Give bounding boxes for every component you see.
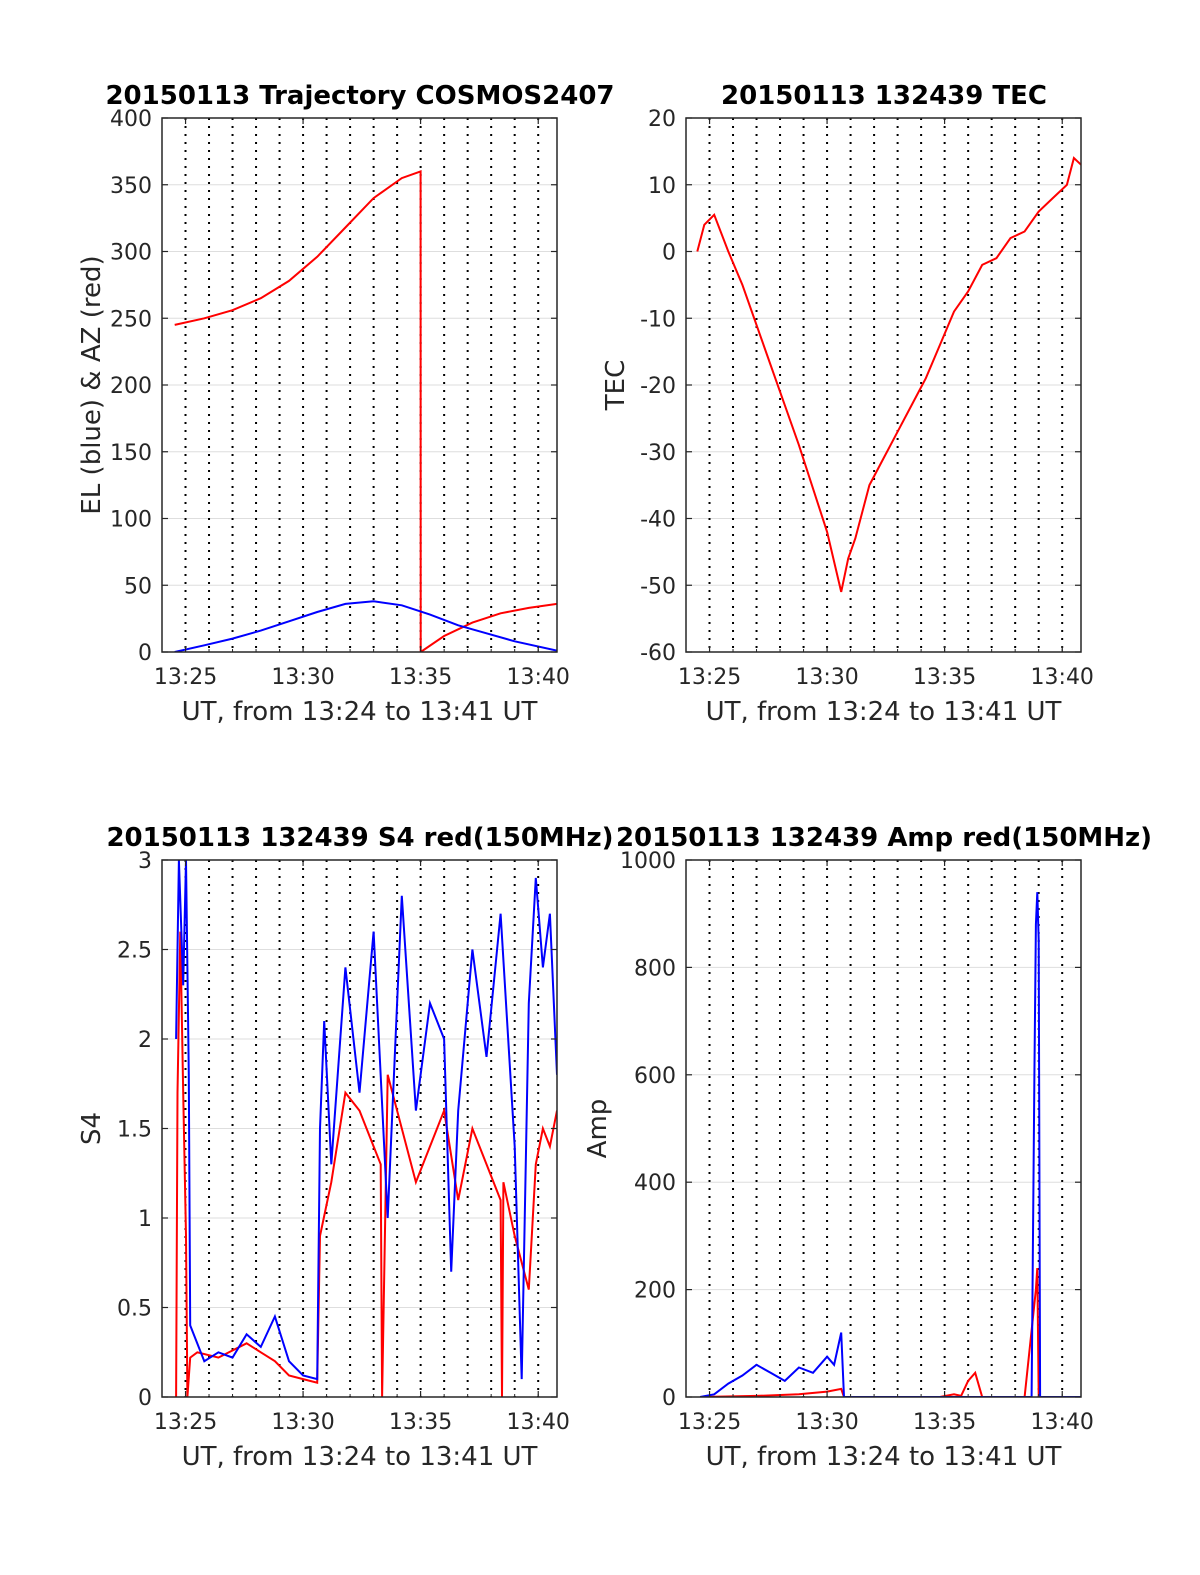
x-tick-label: 13:35 [389, 665, 452, 690]
series-line-2 [175, 860, 557, 1381]
y-tick-label: 800 [634, 956, 676, 981]
series-line-1 [175, 931, 557, 1397]
chart-panel-3: 0 0.5 1 1.5 2 2.5 3 13:25 13:30 13:35 13:40 UT, fro… [77, 823, 614, 1472]
chart-title: 20150113 132439 S4 red(150MHz) [106, 823, 613, 853]
x-tick-label: 13:40 [1031, 665, 1094, 690]
x-tick-label: 13:40 [507, 1410, 570, 1435]
chart-title: 20150113 Trajectory COSMOS2407 [105, 81, 614, 111]
x-axis-label: UT, from 13:24 to 13:41 UT [182, 697, 538, 727]
y-tick-label: 3 [138, 849, 152, 874]
y-tick-label: -40 [640, 508, 676, 533]
x-tick-label: 13:25 [678, 1410, 741, 1435]
series-line-2 [174, 600, 557, 652]
x-tick-label: 13:30 [795, 1410, 858, 1435]
y-tick-label: 400 [634, 1171, 676, 1196]
y-tick-label: 0.5 [117, 1297, 152, 1322]
y-tick-label: 150 [110, 441, 152, 466]
x-tick-label: 13:35 [913, 1410, 976, 1435]
y-axis-label: S4 [77, 1112, 107, 1145]
y-tick-label: 200 [110, 374, 152, 399]
y-tick-label: 2.5 [117, 939, 152, 964]
y-tick-label: -60 [640, 641, 676, 666]
y-tick-label: -50 [640, 574, 676, 599]
chart-panel-1: 0 50 100 150 200 250 300 350 400 13:25 13:30 13:35 1… [77, 81, 615, 727]
x-tick-label: 13:30 [271, 665, 334, 690]
x-tick-label: 13:40 [1031, 1410, 1094, 1435]
x-tick-label: 13:25 [154, 1410, 217, 1435]
chart-panel-4: 0 200 400 600 800 1000 13:25 13:30 13:35 13:40 UT,… [583, 823, 1152, 1472]
series-line-1 [174, 169, 557, 652]
x-tick-label: 13:35 [913, 665, 976, 690]
y-tick-label: -20 [640, 374, 676, 399]
x-tick-label: 13:30 [271, 1410, 334, 1435]
y-tick-label: 1000 [620, 849, 676, 874]
y-axis-label: TEC [601, 360, 631, 411]
x-tick-label: 13:25 [154, 665, 217, 690]
y-tick-label: 1 [138, 1207, 152, 1232]
x-axis-label: UT, from 13:24 to 13:41 UT [706, 1442, 1062, 1472]
x-tick-label: 13:35 [389, 1410, 452, 1435]
series-line-1 [696, 156, 1081, 593]
y-tick-label: 0 [138, 1386, 152, 1411]
series-line-1 [700, 1268, 1081, 1397]
y-tick-label: 400 [110, 107, 152, 132]
chart-panel-2: -60 -50 -40 -30 -20 -10 0 10 20 13:25 13:30 13:35 13… [601, 81, 1094, 727]
y-tick-label: 600 [634, 1064, 676, 1089]
y-tick-label: 0 [662, 241, 676, 266]
x-tick-label: 13:30 [795, 665, 858, 690]
series-line-2 [699, 892, 1081, 1397]
y-axis-label: EL (blue) & AZ (red) [77, 255, 107, 514]
y-tick-label: 10 [648, 174, 676, 199]
y-tick-label: -10 [640, 307, 676, 332]
y-tick-label: 50 [124, 574, 152, 599]
y-tick-label: 0 [138, 641, 152, 666]
x-axis-label: UT, from 13:24 to 13:41 UT [182, 1442, 538, 1472]
chart-title: 20150113 132439 TEC [721, 81, 1047, 111]
y-tick-label: 300 [110, 241, 152, 266]
y-tick-label: 250 [110, 307, 152, 332]
y-tick-label: 1.5 [117, 1118, 152, 1143]
x-tick-label: 13:25 [678, 665, 741, 690]
axes-box [685, 859, 1082, 1398]
y-tick-label: 200 [634, 1279, 676, 1304]
x-axis-label: UT, from 13:24 to 13:41 UT [706, 697, 1062, 727]
y-tick-label: 350 [110, 174, 152, 199]
y-axis-label: Amp [583, 1099, 613, 1159]
y-tick-label: 0 [662, 1386, 676, 1411]
x-tick-label: 13:40 [507, 665, 570, 690]
y-tick-label: 2 [138, 1028, 152, 1053]
y-tick-label: 100 [110, 508, 152, 533]
y-tick-label: -30 [640, 441, 676, 466]
y-tick-label: 20 [648, 107, 676, 132]
chart-title: 20150113 132439 Amp red(150MHz) [616, 823, 1152, 853]
